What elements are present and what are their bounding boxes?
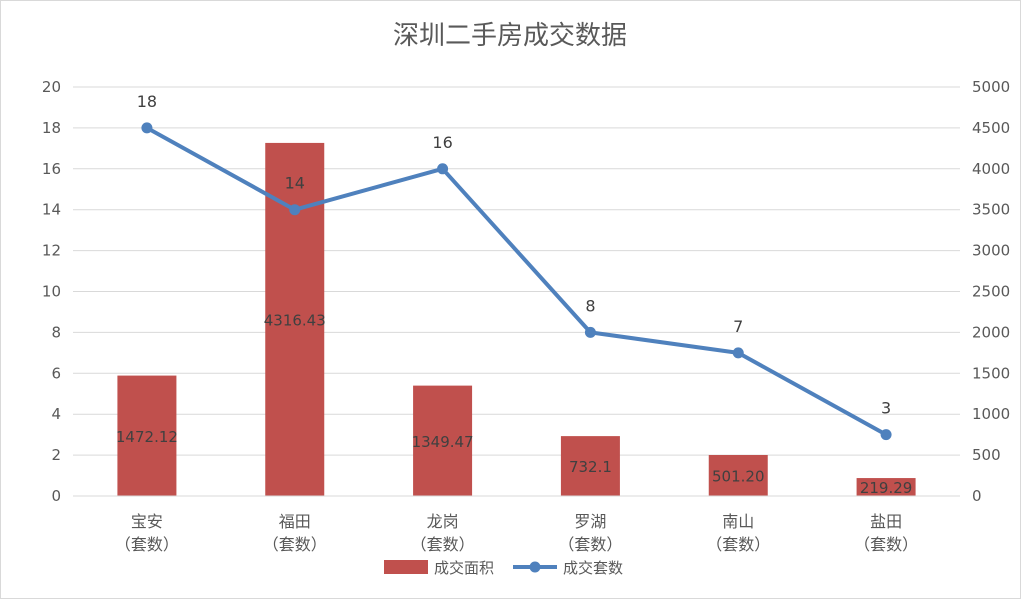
legend-swatch-bar [384,560,428,574]
x-tick-label: 罗湖 [574,512,606,531]
line-point [584,326,596,338]
x-axis: 宝安 （套数） 福田 （套数） 龙岗 （套数） 罗湖 （套数） 南山 （套数） 盐田 （套数） [73,495,960,554]
y-right-tick-label: 500 [972,446,1001,464]
legend-swatch-marker [529,561,541,573]
y-left-tick-label: 16 [42,160,61,178]
x-tick-sublabel: （套数） [411,535,475,554]
y-left-tick-label: 4 [51,405,61,423]
y-axis-left: 0 2 4 6 8 10 12 14 16 18 20 [42,78,61,505]
bar-data-label: 732.1 [569,458,612,476]
bar-data-label: 4316.43 [264,311,326,329]
chart-title: 深圳二手房成交数据 [393,21,627,51]
data-labels: 1472.12 4316.43 1349.47 732.1 501.20 219.29 18… [116,92,912,497]
legend-label: 成交面积 [434,559,494,577]
x-tick-sublabel: （套数） [558,535,622,554]
line-series [141,122,892,441]
line-point [141,122,153,134]
bar-data-label: 501.20 [712,468,765,486]
x-tick-label: 盐田 [870,512,902,531]
gridlines [73,86,960,497]
y-right-tick-label: 1500 [972,364,1010,382]
y-right-tick-label: 5000 [972,78,1010,96]
y-left-tick-label: 20 [42,78,61,96]
y-left-tick-label: 2 [51,446,61,464]
line-data-label: 14 [285,174,305,193]
line-data-label: 7 [733,317,743,336]
bar [265,142,325,497]
y-left-tick-label: 10 [42,283,61,301]
bar [413,385,473,496]
bar [708,455,768,496]
bar [117,375,177,496]
legend: 成交面积 成交套数 [384,559,623,577]
y-left-tick-label: 14 [42,201,61,219]
x-tick-label: 福田 [279,512,311,531]
bar [560,436,620,496]
x-tick-label: 龙岗 [427,512,459,531]
x-tick-sublabel: （套数） [854,535,918,554]
y-right-tick-label: 4000 [972,160,1010,178]
y-right-tick-label: 2000 [972,323,1010,341]
line-point [437,163,449,175]
x-tick-sublabel: （套数） [706,535,770,554]
line-point [289,204,301,216]
x-tick-label: 宝安 [131,512,163,531]
x-tick-label: 南山 [722,512,754,531]
y-right-tick-label: 2500 [972,283,1010,301]
y-left-tick-label: 8 [51,323,61,341]
y-right-tick-label: 0 [972,487,982,505]
x-tick-sublabel: （套数） [115,535,179,554]
y-left-tick-label: 6 [51,364,61,382]
series-line [144,125,889,437]
y-right-tick-label: 1000 [972,405,1010,423]
bar-series [117,142,916,497]
line-data-label: 18 [137,92,157,111]
y-left-tick-label: 12 [42,242,61,260]
bar [856,478,916,496]
legend-label: 成交套数 [563,559,623,577]
bar-data-label: 1472.12 [116,428,178,446]
bar-data-label: 219.29 [860,479,913,497]
y-right-tick-label: 4500 [972,119,1010,137]
y-right-tick-label: 3500 [972,201,1010,219]
x-tick-sublabel: （套数） [263,535,327,554]
line-point [732,347,744,359]
bar-data-label: 1349.47 [412,433,474,451]
y-axis-right: 0 500 1000 1500 2000 2500 3000 3500 4000 4500 5000 [972,78,1010,505]
y-left-tick-label: 18 [42,119,61,137]
y-right-tick-label: 3000 [972,242,1010,260]
y-left-tick-label: 0 [51,487,61,505]
line-point [880,429,892,441]
line-data-label: 16 [432,133,452,152]
line-data-label: 8 [585,296,595,315]
line-data-label: 3 [881,399,891,418]
